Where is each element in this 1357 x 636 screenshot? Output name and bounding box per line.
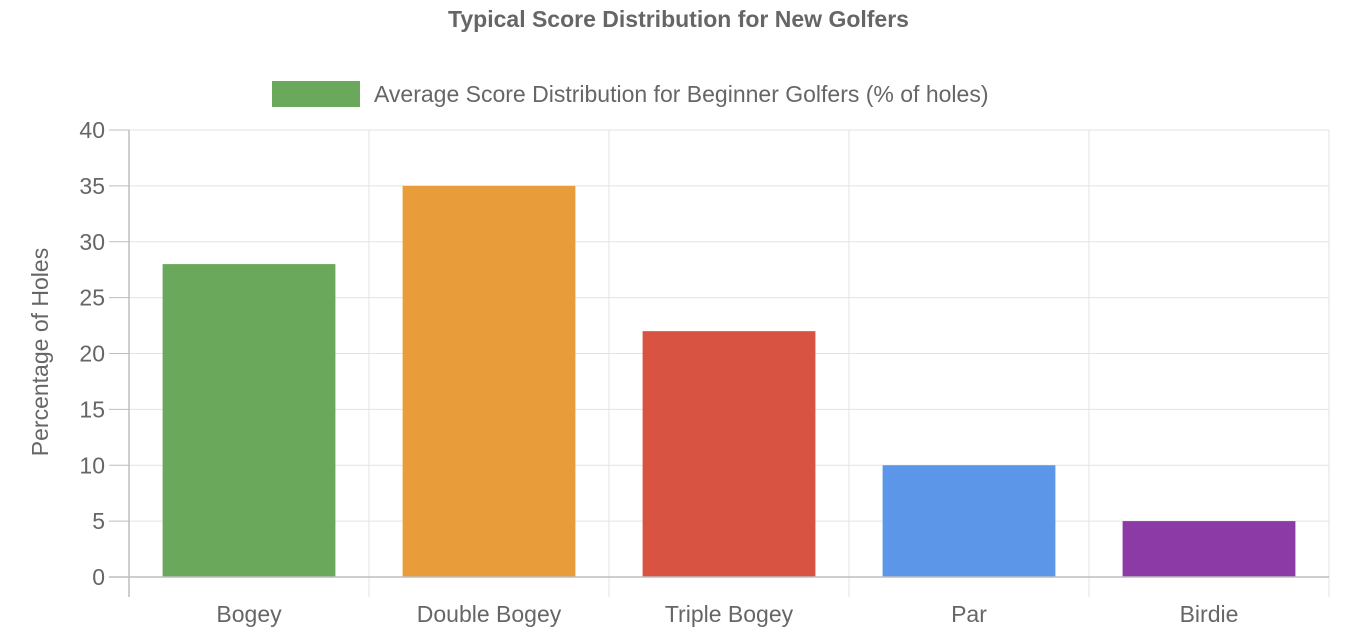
bars xyxy=(162,185,1296,577)
axes xyxy=(109,129,1329,597)
y-tick-label: 5 xyxy=(92,508,105,534)
y-axis-label: Percentage of Holes xyxy=(27,248,53,456)
bar-par[interactable] xyxy=(882,465,1056,577)
y-tick-label: 20 xyxy=(79,341,105,367)
bar-triple-bogey[interactable] xyxy=(642,331,816,577)
y-tick-labels: 0 5 10 15 20 25 30 35 40 xyxy=(79,117,105,590)
y-tick-label: 15 xyxy=(79,396,105,422)
x-tick-label: Triple Bogey xyxy=(665,601,794,627)
y-tick-label: 30 xyxy=(79,229,105,255)
x-tick-label: Bogey xyxy=(216,601,282,627)
bar-birdie[interactable] xyxy=(1122,521,1296,577)
legend-label: Average Score Distribution for Beginner … xyxy=(374,80,989,107)
y-tick-label: 25 xyxy=(79,285,105,311)
y-tick-label: 10 xyxy=(79,452,105,478)
chart-title: Typical Score Distribution for New Golfe… xyxy=(448,6,909,32)
legend-swatch xyxy=(272,81,360,107)
legend[interactable]: Average Score Distribution for Beginner … xyxy=(272,80,988,108)
x-tick-label: Double Bogey xyxy=(417,601,562,627)
x-tick-label: Par xyxy=(951,601,987,627)
y-tick-label: 0 xyxy=(92,564,105,590)
x-tick-label: Birdie xyxy=(1180,601,1239,627)
y-tick-label: 40 xyxy=(79,117,105,143)
y-tick-label: 35 xyxy=(79,173,105,199)
bar-double-bogey[interactable] xyxy=(402,185,576,577)
bar-bogey[interactable] xyxy=(162,264,336,577)
x-tick-labels: Bogey Double Bogey Triple Bogey Par Birdie xyxy=(216,601,1238,627)
